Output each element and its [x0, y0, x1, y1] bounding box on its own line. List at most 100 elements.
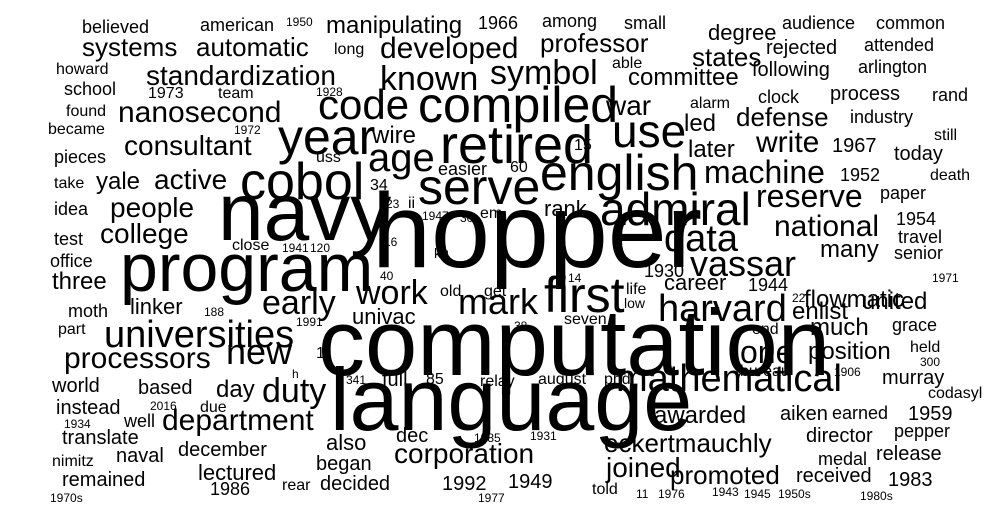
word: 1928 — [316, 85, 343, 99]
word: translate — [62, 427, 139, 449]
word: industry — [850, 107, 914, 127]
word: life — [626, 281, 647, 298]
word: department — [162, 404, 314, 437]
word: duty — [262, 372, 327, 410]
word: career — [664, 270, 727, 295]
word: 1967 — [832, 135, 877, 157]
word: 1906 — [834, 365, 861, 379]
word: earned — [832, 403, 889, 423]
word: data — [664, 218, 738, 260]
word: yale — [96, 168, 141, 195]
word: release — [876, 443, 942, 465]
word: phd — [604, 371, 631, 388]
word: admiral — [600, 183, 751, 235]
word: low — [624, 295, 646, 311]
word: told — [592, 481, 618, 498]
word: symbol — [490, 54, 598, 92]
word: age — [368, 136, 435, 180]
word: clock — [758, 87, 800, 107]
word: nanosecond — [118, 96, 282, 129]
word: today — [894, 143, 943, 165]
word: end — [752, 321, 779, 338]
word: 1947 — [422, 209, 449, 223]
word: active — [154, 164, 228, 195]
word: 1 — [316, 345, 325, 362]
word: many — [820, 236, 879, 263]
word: due — [200, 399, 227, 416]
word: position — [808, 338, 891, 365]
word: corporation — [394, 438, 535, 469]
word: well — [124, 411, 156, 431]
word: idea — [54, 199, 89, 219]
word: 1976 — [658, 487, 685, 501]
word: retired — [440, 115, 594, 175]
word: 1991 — [296, 315, 323, 329]
word: hopper — [372, 172, 703, 290]
word: early — [262, 284, 336, 322]
word: use — [612, 105, 687, 157]
word: wire — [372, 122, 417, 149]
word: old — [440, 283, 462, 300]
word: among — [542, 11, 598, 31]
word: received — [796, 465, 872, 487]
word: able — [612, 55, 643, 72]
word: 1966 — [478, 13, 519, 33]
word: 14 — [568, 271, 582, 285]
word: 23 — [386, 197, 400, 211]
word: test — [54, 229, 84, 249]
word: codasyl — [928, 385, 983, 402]
word: later — [688, 136, 735, 163]
word: american — [200, 15, 275, 35]
word: school — [64, 79, 117, 99]
word: mark — [458, 281, 538, 322]
word: seven — [564, 311, 607, 328]
word: take — [54, 175, 85, 192]
word: led — [684, 110, 717, 137]
word: national — [774, 210, 880, 243]
word: get — [484, 283, 507, 300]
word: em — [480, 205, 503, 222]
word: long — [334, 41, 365, 58]
word: audience — [782, 13, 856, 33]
word: united — [862, 288, 928, 315]
word: 1931 — [530, 429, 557, 443]
word: 1959 — [908, 403, 953, 425]
word: decided — [320, 473, 391, 495]
word: developed — [380, 32, 519, 65]
word: 1950s — [778, 487, 811, 501]
word: 22 — [792, 291, 806, 305]
word: flowmatic — [804, 286, 905, 313]
word: alarm — [690, 95, 731, 112]
word: based — [138, 377, 193, 399]
word: 1985 — [474, 431, 501, 445]
word: 1941 — [282, 241, 309, 255]
word: serve — [418, 159, 541, 215]
word: 1945 — [744, 487, 771, 501]
word: war — [606, 90, 652, 121]
word: 34 — [370, 177, 388, 194]
word: process — [830, 83, 901, 105]
word: remained — [62, 469, 146, 491]
word: degree — [708, 20, 777, 45]
word: navy — [218, 167, 392, 258]
word: 2016 — [150, 399, 177, 413]
word: death — [930, 167, 971, 184]
word: director — [806, 425, 873, 447]
word: 188 — [204, 305, 225, 319]
word: joined — [606, 452, 681, 483]
word: 1977 — [478, 491, 505, 505]
word: moth — [68, 301, 109, 321]
word: 1952 — [840, 165, 881, 185]
word: 1954 — [896, 209, 937, 229]
word: processors — [64, 342, 211, 375]
word: 30 — [460, 211, 474, 225]
word: rank — [544, 196, 587, 221]
word: professor — [540, 28, 649, 58]
word: dec — [396, 425, 429, 447]
word: murray — [882, 367, 945, 389]
word: instead — [56, 397, 121, 419]
word: pepper — [894, 421, 951, 441]
word: 341 — [346, 373, 367, 387]
word: day — [216, 376, 255, 403]
word: 1972 — [234, 123, 261, 137]
